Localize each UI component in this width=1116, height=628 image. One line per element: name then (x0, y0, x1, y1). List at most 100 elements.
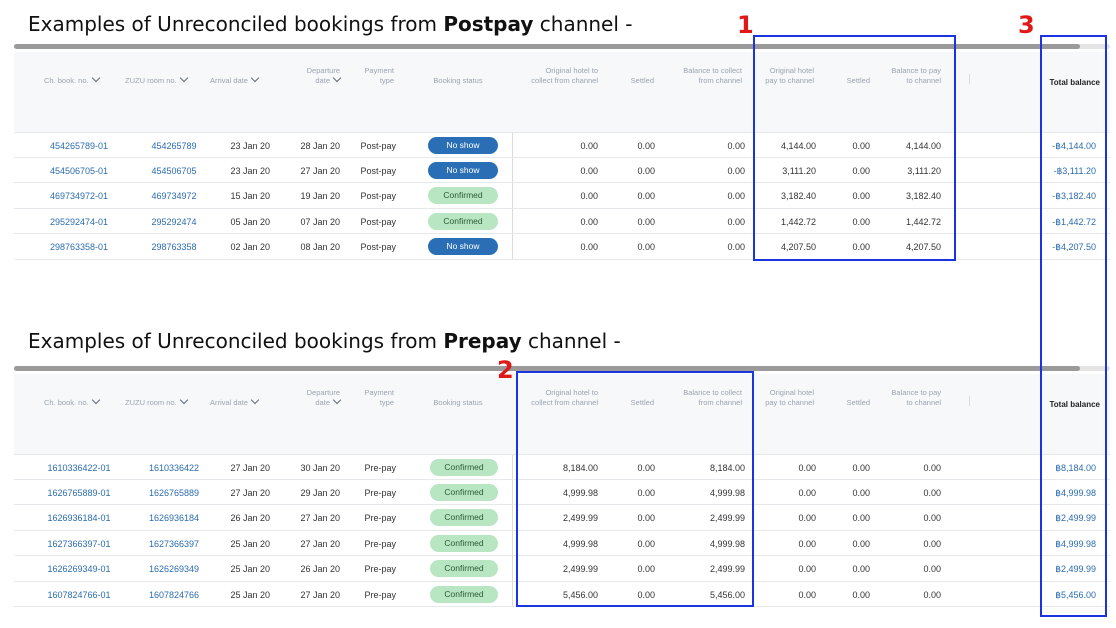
chevron-down-icon[interactable] (179, 395, 188, 405)
header-departure-date-label: date (315, 76, 330, 85)
table-row[interactable]: 454265789-01 454265789 23 Jan 20 28 Jan 20 P… (14, 132, 1110, 158)
settled-collect-cell: 0.00 (637, 589, 655, 600)
original-collect-cell: 0.00 (580, 165, 598, 176)
zuzu-room-no-link[interactable]: 454265789 (151, 141, 197, 151)
header-booking-status-label: Booking status (433, 398, 483, 407)
original-collect-cell: 0.00 (580, 216, 598, 227)
table-row[interactable]: 1610336422-01 1610336422 27 Jan 20 30 Jan 2… (14, 454, 1110, 480)
status-badge: Confirmed (430, 560, 498, 577)
ch-book-no-link[interactable]: 1607824766-01 (47, 589, 111, 600)
chevron-down-icon[interactable] (332, 73, 342, 83)
payment-type-cell: Pre-pay (364, 487, 396, 498)
payment-type-cell: Pre-pay (364, 589, 396, 600)
table-row[interactable]: 1626765889-01 1626765889 27 Jan 20 29 Jan 2… (14, 480, 1110, 505)
settled-pay-cell: 0.00 (852, 463, 870, 473)
balance-pay-cell: 4,144.00 (905, 141, 941, 151)
header-ch-book-no[interactable]: Ch. book. no. (44, 73, 108, 86)
zuzu-room-no-link[interactable]: 295292474 (151, 216, 197, 227)
ch-book-no-link[interactable]: 298763358-01 (49, 242, 109, 252)
balance-collect-cell: 2,499.99 (709, 513, 745, 523)
chevron-down-icon[interactable] (250, 73, 260, 83)
highlight-box-prepay-collect-columns (516, 371, 754, 607)
total-balance-cell: ฿4,999.98 (1055, 487, 1096, 498)
arrival-date-cell: 23 Jan 20 (230, 141, 270, 151)
ch-book-no-link[interactable]: 1626936184-01 (47, 513, 111, 523)
status-badge: No show (428, 137, 498, 154)
column-divider (969, 396, 970, 406)
zuzu-room-no-link[interactable]: 1627366397 (148, 538, 200, 549)
header-settled-pay: Settled (830, 76, 870, 86)
zuzu-room-no-link[interactable]: 1607824766 (148, 589, 200, 600)
original-collect-cell: 4,999.98 (562, 538, 598, 549)
departure-date-cell: 07 Jan 20 (300, 216, 340, 227)
header-departure-date-label: Departure (306, 388, 340, 397)
ch-book-no-link[interactable]: 454265789-01 (49, 141, 109, 151)
chevron-down-icon[interactable] (91, 73, 100, 83)
ch-book-no-link[interactable]: 295292474-01 (49, 216, 109, 227)
zuzu-room-no-link[interactable]: 1610336422 (148, 463, 200, 473)
departure-date-cell: 19 Jan 20 (300, 191, 340, 201)
header-ch-book-no[interactable]: Ch. book. no. (44, 395, 108, 408)
header-arrival-date[interactable]: Arrival date (210, 395, 268, 408)
marker-two: 2 (497, 356, 514, 384)
table-row[interactable]: 1627366397-01 1627366397 25 Jan 20 27 Jan 2… (14, 531, 1110, 556)
table-row[interactable]: 454506705-01 454506705 23 Jan 20 27 Jan 20 P… (14, 158, 1110, 183)
header-ch-book-no-label: Ch. book. no. (44, 398, 89, 407)
table-row[interactable]: 1626936184-01 1626936184 26 Jan 20 27 Jan 2… (14, 505, 1110, 531)
arrival-date-cell: 25 Jan 20 (230, 589, 270, 600)
table-row[interactable]: 469734972-01 469734972 15 Jan 20 19 Jan 20 P… (14, 183, 1110, 209)
zuzu-room-no-link[interactable]: 298763358 (151, 242, 197, 252)
balance-pay-cell: 3,111.20 (907, 165, 941, 176)
ch-book-no-link[interactable]: 1626269349-01 (47, 564, 111, 574)
header-original-collect: Original hotel to collect from channel (512, 388, 598, 408)
chevron-down-icon[interactable] (91, 395, 100, 405)
horizontal-scrollbar-thumb[interactable] (14, 366, 1080, 371)
header-original-pay-label: Original hotel (769, 388, 814, 397)
ch-book-no-link[interactable]: 454506705-01 (49, 165, 109, 176)
header-departure-date[interactable]: Departure date (280, 66, 342, 86)
table-row[interactable]: 298763358-01 298763358 02 Jan 20 08 Jan 20 P… (14, 234, 1110, 260)
postpay-heading: Examples of Unreconciled bookings from P… (28, 12, 633, 36)
header-departure-date-label: date (315, 398, 330, 407)
arrival-date-cell: 25 Jan 20 (230, 538, 270, 549)
zuzu-room-no-link[interactable]: 1626765889 (148, 487, 200, 498)
arrival-date-cell: 25 Jan 20 (230, 564, 270, 574)
horizontal-scrollbar-thumb[interactable] (14, 44, 1080, 49)
chevron-down-icon[interactable] (250, 395, 260, 405)
settled-pay-cell: 0.00 (852, 513, 870, 523)
ch-book-no-link[interactable]: 1627366397-01 (47, 538, 111, 549)
header-departure-date[interactable]: Departure date (280, 388, 342, 408)
header-zuzu-room-no[interactable]: ZUZU room no. (125, 395, 197, 408)
status-badge: No show (428, 238, 498, 255)
status-badge: Confirmed (428, 187, 498, 204)
chevron-down-icon[interactable] (179, 73, 188, 83)
ch-book-no-link[interactable]: 1610336422-01 (47, 463, 111, 473)
header-balance-collect: Balance to collect from channel (662, 388, 742, 408)
payment-type-cell: Post-pay (360, 191, 396, 201)
original-pay-cell: 0.00 (798, 487, 816, 498)
header-zuzu-room-no[interactable]: ZUZU room no. (125, 73, 197, 86)
header-original-pay-label: Original hotel (769, 66, 814, 75)
arrival-date-cell: 27 Jan 20 (230, 463, 270, 473)
table-row[interactable]: 295292474-01 295292474 05 Jan 20 07 Jan 20 P… (14, 209, 1110, 234)
departure-date-cell: 27 Jan 20 (300, 513, 340, 523)
payment-type-cell: Pre-pay (364, 463, 396, 473)
header-arrival-date[interactable]: Arrival date (210, 73, 268, 86)
zuzu-room-no-link[interactable]: 1626269349 (148, 564, 200, 574)
ch-book-no-link[interactable]: 469734972-01 (49, 191, 109, 201)
original-collect-cell: 4,999.98 (562, 487, 598, 498)
chevron-down-icon[interactable] (332, 395, 342, 405)
ch-book-no-link[interactable]: 1626765889-01 (47, 487, 111, 498)
header-payment-type-label: type (379, 398, 394, 407)
table-row[interactable]: 1626269349-01 1626269349 25 Jan 20 26 Jan 2… (14, 556, 1110, 582)
original-pay-cell: 4,144.00 (780, 141, 816, 151)
header-balance-pay-label: to channel (906, 76, 941, 85)
zuzu-room-no-link[interactable]: 1626936184 (148, 513, 200, 523)
payment-type-cell: Post-pay (360, 242, 396, 252)
payment-type-cell: Pre-pay (364, 538, 396, 549)
balance-pay-cell: 0.00 (923, 463, 941, 473)
zuzu-room-no-link[interactable]: 469734972 (151, 191, 197, 201)
header-original-collect-label: collect from channel (531, 398, 598, 407)
zuzu-room-no-link[interactable]: 454506705 (151, 165, 197, 176)
header-settled-collect: Settled (614, 398, 654, 408)
